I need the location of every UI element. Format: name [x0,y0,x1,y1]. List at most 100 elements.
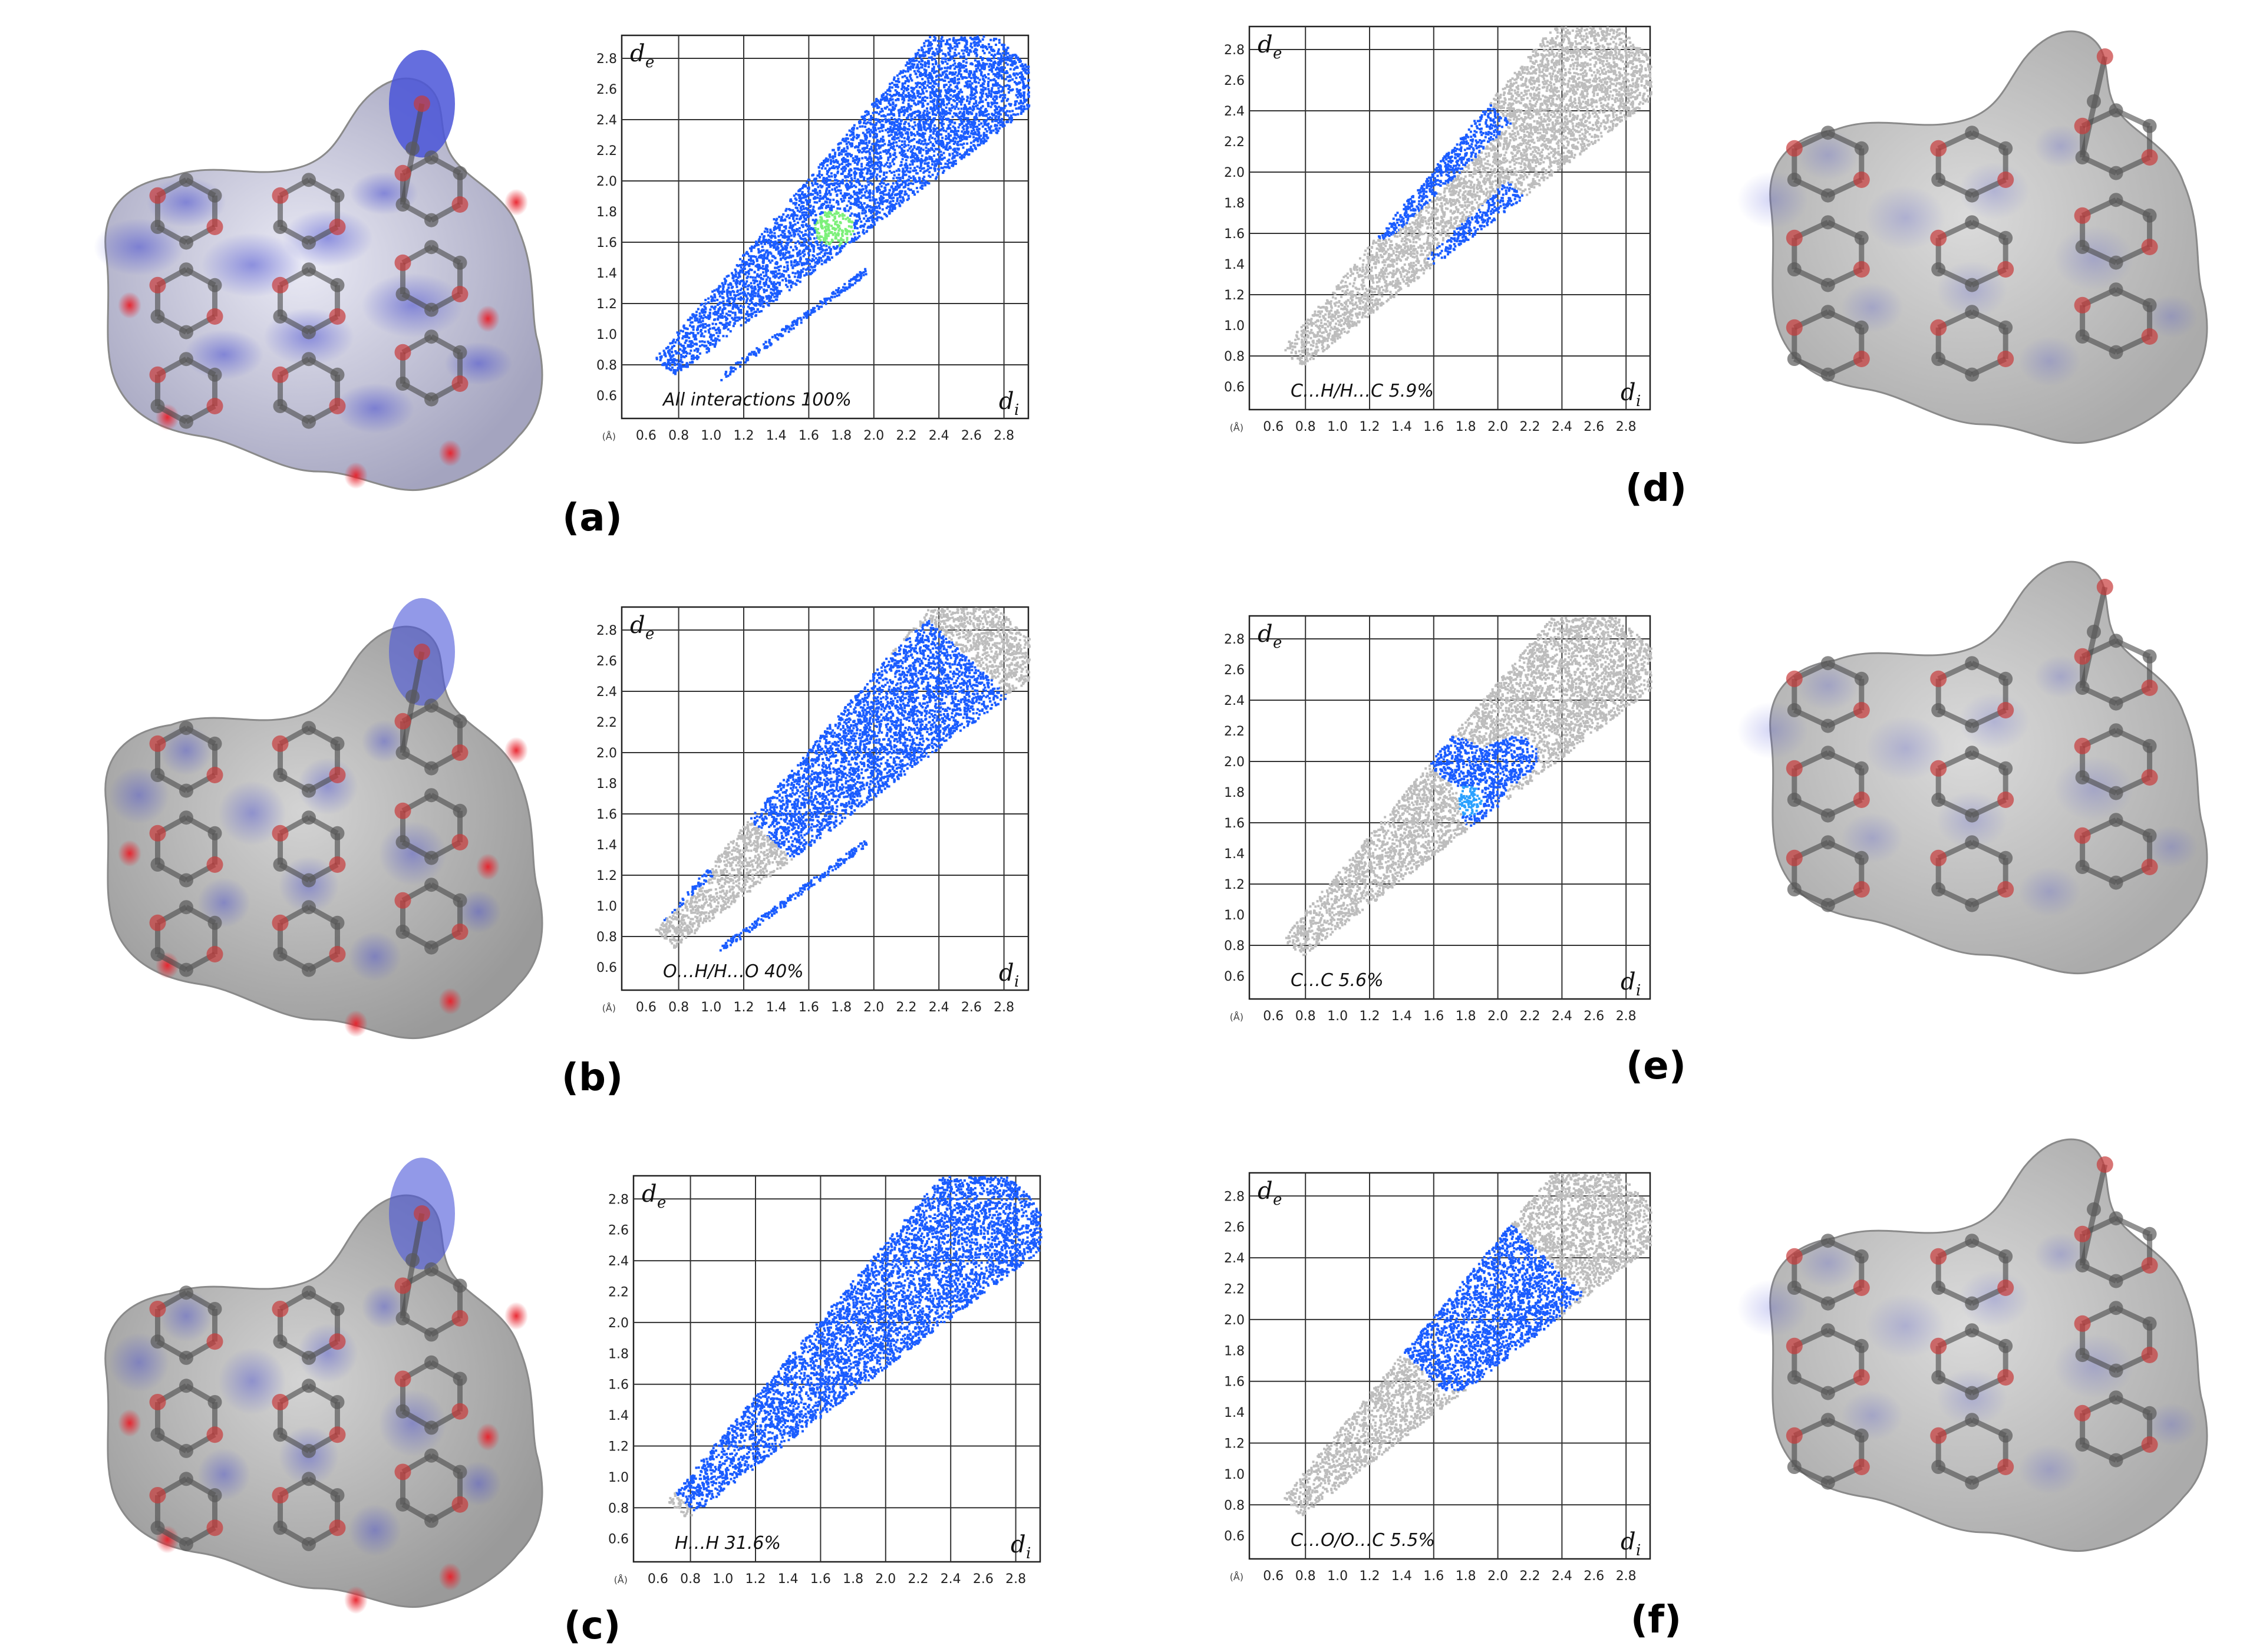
x-tick-label: 1.4 [778,1572,799,1587]
x-tick-label: 1.8 [1456,420,1476,434]
x-tick-label: 1.6 [1423,1009,1444,1024]
x-axis-label-sub: i [1636,393,1641,410]
x-tick-label: 2.2 [896,1000,917,1015]
x-tick-label: 0.8 [668,428,689,443]
fingerprint-plot-f: 0.60.81.01.21.41.61.82.02.22.42.62.80.6 0… [1224,1173,1652,1584]
y-axis-label-sub: e [1273,1191,1282,1209]
y-tick-label: 0.8 [1224,939,1245,954]
y-tick-label: 2.4 [1224,104,1245,119]
x-axis-label: d [999,388,1014,415]
y-tick-label: 1.2 [1224,288,1245,303]
fingerprint-plot-c: 0.60.81.01.21.41.61.82.02.22.42.62.80.6 0… [608,1176,1043,1587]
x-tick-label: 2.6 [961,1000,982,1015]
y-tick-label: 2.0 [1224,166,1245,180]
x-tick-label: 2.2 [1520,420,1540,434]
x-tick-label: 0.8 [680,1572,701,1587]
x-tick-label: 2.2 [908,1572,929,1587]
y-axis-label-sub: e [645,54,654,71]
y-tick-label: 1.0 [596,899,617,914]
x-axis-label: d [1621,379,1636,406]
fingerprint-plot-b: 0.60.81.01.21.41.61.82.02.22.42.62.80.6 0… [596,607,1031,1015]
x-tick-label: 2.8 [1616,1009,1637,1024]
x-axis-label: d [1621,968,1636,995]
y-axis-label-sub: e [1273,45,1282,62]
x-tick-label: 1.8 [1456,1569,1476,1584]
x-tick-label: 1.4 [1391,1569,1412,1584]
y-tick-label: 1.8 [1224,786,1245,800]
x-axis-label: d [999,959,1014,987]
x-tick-label: 2.6 [973,1572,994,1587]
y-tick-label: 1.6 [608,1378,629,1393]
x-tick-label: 2.0 [875,1572,896,1587]
interaction-caption: C…O/O…C 5.5% [1291,1530,1435,1551]
y-tick-label: 1.2 [1224,1437,1245,1452]
fingerprint-plot-d: 0.60.81.01.21.41.61.82.02.22.42.62.80.6 0… [1224,27,1652,434]
x-tick-label: 0.6 [636,1000,657,1015]
y-axis-label: d [1258,1178,1273,1205]
x-axis-label-sub: i [1636,982,1641,1000]
y-tick-label: 2.4 [1224,1251,1245,1266]
y-tick-label: 2.4 [608,1254,629,1269]
y-tick-label: 1.0 [1224,319,1245,334]
x-tick-label: 0.8 [1295,420,1316,434]
axis-unit: (Å) [602,431,616,442]
x-tick-label: 2.4 [929,428,949,443]
panel-label-c: (c) [564,1604,621,1648]
hirshfeld-surface-e [1737,562,2207,973]
y-tick-label: 2.6 [608,1224,629,1238]
x-tick-label: 2.0 [863,1000,884,1015]
y-tick-label: 2.4 [596,113,617,128]
y-tick-label: 0.8 [596,930,617,945]
x-tick-label: 1.2 [745,1572,766,1587]
x-axis-label: d [1621,1528,1636,1555]
x-tick-label: 1.4 [1391,420,1412,434]
y-tick-label: 1.4 [596,838,617,853]
x-tick-label: 1.2 [734,428,754,443]
x-tick-label: 2.0 [1487,420,1508,434]
y-tick-label: 2.0 [1224,1313,1245,1328]
plot-frame [1249,27,1650,410]
x-tick-label: 2.8 [1616,1569,1637,1584]
y-tick-label: 2.2 [1224,135,1245,150]
interaction-caption: C…H/H…C 5.9% [1291,381,1434,401]
x-tick-label: 1.8 [831,1000,852,1015]
y-tick-label: 2.0 [1224,755,1245,770]
y-tick-label: 2.8 [1224,1189,1245,1204]
hirshfeld-surface-f [1737,1139,2207,1551]
y-tick-label: 1.4 [596,266,617,281]
y-tick-label: 1.6 [596,236,617,250]
x-tick-label: 0.6 [1263,1009,1284,1024]
x-tick-label: 2.4 [941,1572,961,1587]
interaction-caption: H…H 31.6% [675,1533,781,1554]
y-tick-label: 1.4 [608,1409,629,1423]
y-tick-label: 0.6 [1224,970,1245,984]
panel-label-f: (f) [1631,1598,1681,1642]
x-tick-label: 2.6 [1584,1569,1604,1584]
y-tick-label: 2.8 [596,52,617,67]
x-tick-label: 0.6 [636,428,657,443]
hirshfeld-surface-c [105,1158,542,1614]
y-tick-label: 1.4 [1224,847,1245,862]
y-tick-label: 1.8 [608,1347,629,1361]
x-tick-label: 2.4 [929,1000,949,1015]
y-tick-label: 1.6 [596,807,617,822]
axis-unit: (Å) [602,1003,616,1014]
x-tick-label: 2.4 [1552,1009,1572,1024]
x-tick-label: 1.6 [799,1000,819,1015]
y-tick-label: 1.0 [596,328,617,342]
y-tick-label: 0.6 [596,961,617,975]
hirshfeld-surface-a [94,50,542,490]
x-tick-label: 2.6 [1584,420,1604,434]
x-tick-label: 0.8 [668,1000,689,1015]
y-tick-label: 1.0 [1224,908,1245,923]
y-tick-label: 1.8 [596,205,617,220]
x-tick-label: 1.0 [712,1572,733,1587]
panel-label-b: (b) [562,1056,623,1100]
y-tick-label: 2.8 [1224,43,1245,58]
y-axis-label-sub: e [1273,634,1282,652]
y-tick-label: 2.8 [1224,632,1245,647]
y-axis-label: d [642,1181,657,1208]
x-tick-label: 1.2 [1360,1009,1380,1024]
x-axis-label-sub: i [1014,401,1019,419]
y-axis-label: d [1258,31,1273,58]
